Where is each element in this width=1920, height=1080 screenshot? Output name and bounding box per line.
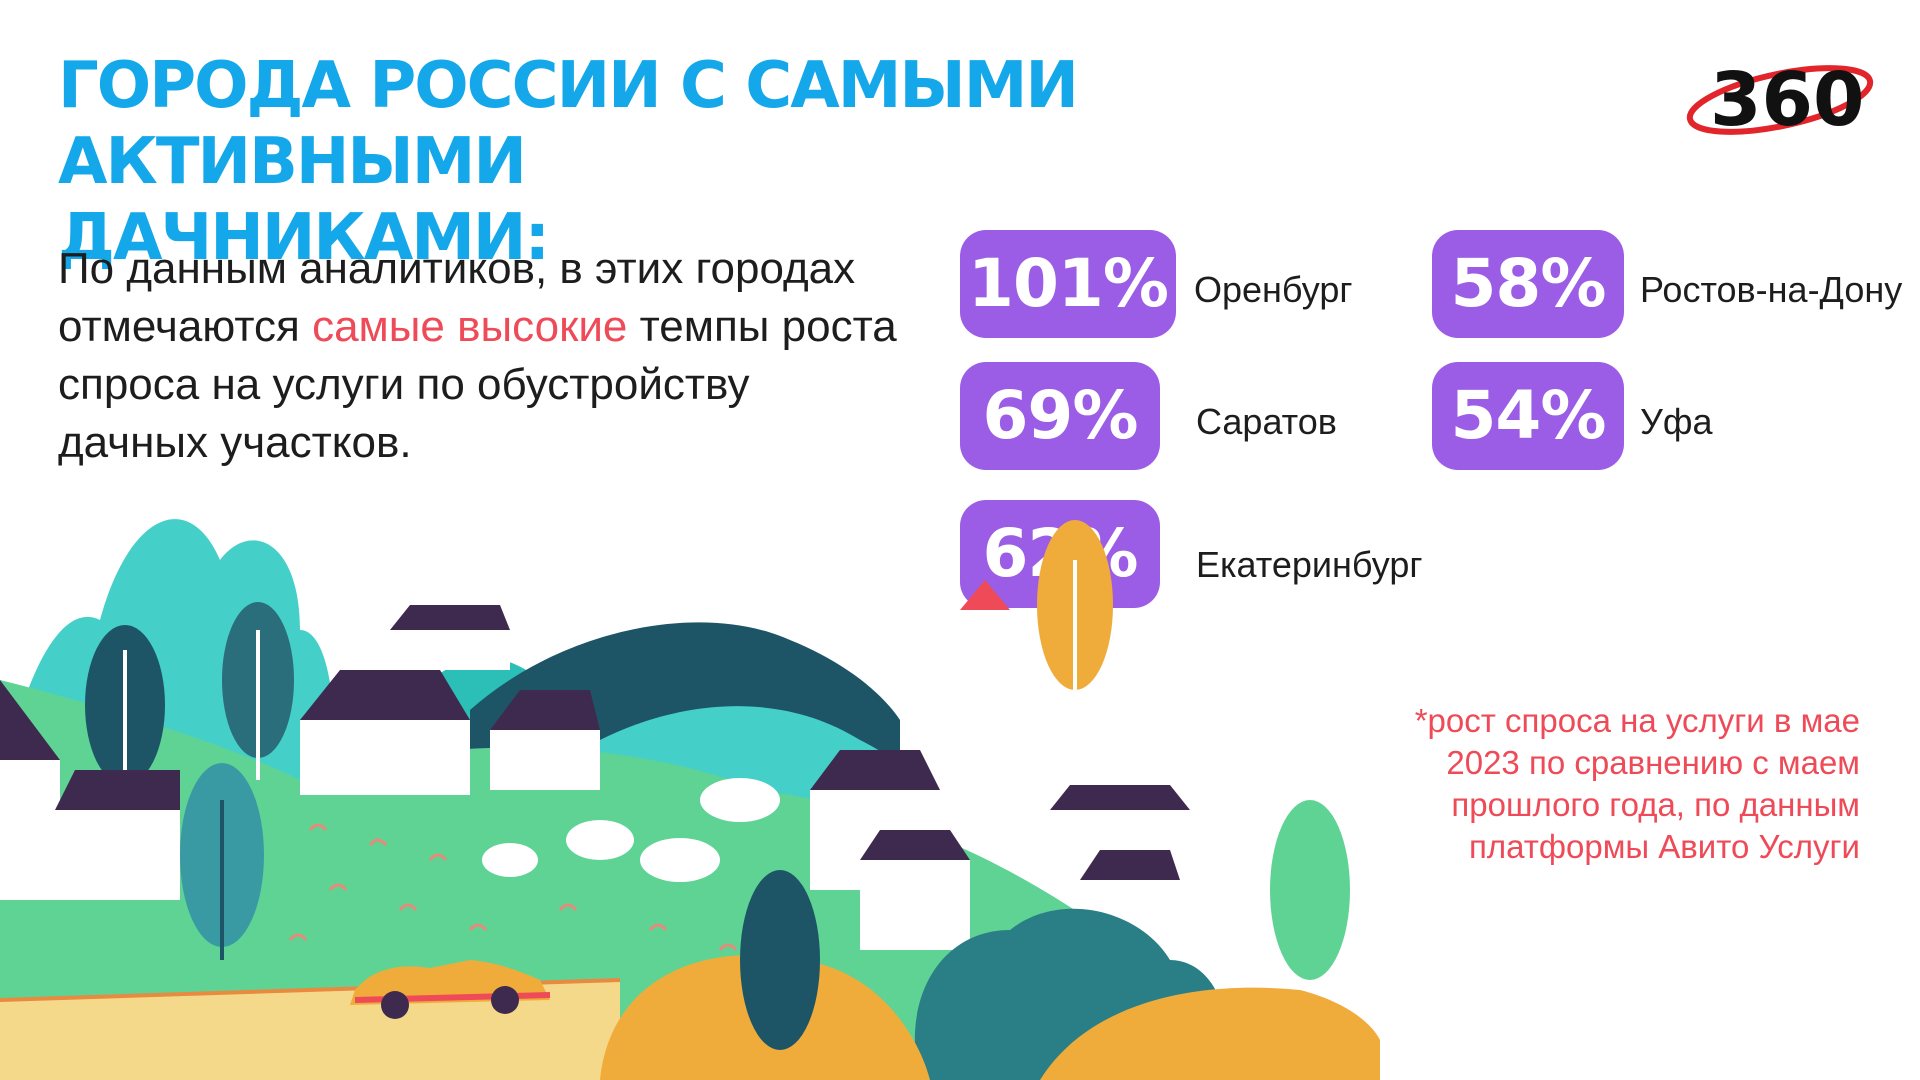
house-left	[0, 680, 180, 900]
percent-badge-rostov: 58%	[1432, 230, 1624, 338]
logo-text: 360	[1710, 57, 1864, 143]
footnote: *рост спроса на услуги в мае 2023 по сра…	[1414, 702, 1860, 865]
tree-teal-left	[180, 763, 264, 960]
house-cluster-left	[300, 605, 600, 795]
percent-badge-orenburg: 101%	[960, 230, 1176, 338]
foreground-dark-bush	[740, 870, 820, 1050]
title-line-1: ГОРОДА РОССИИ С САМЫМИ АКТИВНЫМИ	[58, 49, 1079, 199]
page-title: ГОРОДА РОССИИ С САМЫМИ АКТИВНЫМИ ДАЧНИКА…	[58, 48, 1438, 276]
intro-before: По данным аналитиков, в этих городах отм…	[58, 244, 856, 351]
tree-dark-mid	[222, 602, 294, 780]
car	[350, 960, 551, 1019]
intro-after: темпы роста спроса на услуги по обустрой…	[58, 302, 897, 467]
grass-marks	[288, 823, 738, 951]
percent-badge-ufa: 54%	[1432, 362, 1624, 470]
title-line-2: ДАЧНИКАМИ:	[58, 201, 550, 275]
intro-highlight: самые высокие	[312, 302, 628, 351]
city-label-ufa: Уфа	[1640, 401, 1713, 442]
intro-text: По данным аналитиков, в этих городах отм…	[58, 240, 898, 472]
foreground-light-tree	[1270, 800, 1350, 980]
countryside-illustration	[0, 519, 1380, 1080]
tree-orange	[1037, 520, 1113, 720]
road	[0, 980, 620, 1080]
city-label-orenburg: Оренбург	[1194, 269, 1353, 310]
360-logo: 360	[1680, 40, 1890, 150]
city-label-rostov: Ростов-на-Дону	[1640, 269, 1903, 310]
sheep-group	[482, 778, 780, 882]
city-label-yekaterinburg: Екатеринбург	[1196, 544, 1423, 585]
foreground-orange-hill	[1040, 987, 1380, 1080]
percent-badge-saratov: 69%	[960, 362, 1160, 470]
house-cluster-right	[810, 580, 1190, 950]
city-label-saratov: Саратов	[1196, 401, 1337, 442]
